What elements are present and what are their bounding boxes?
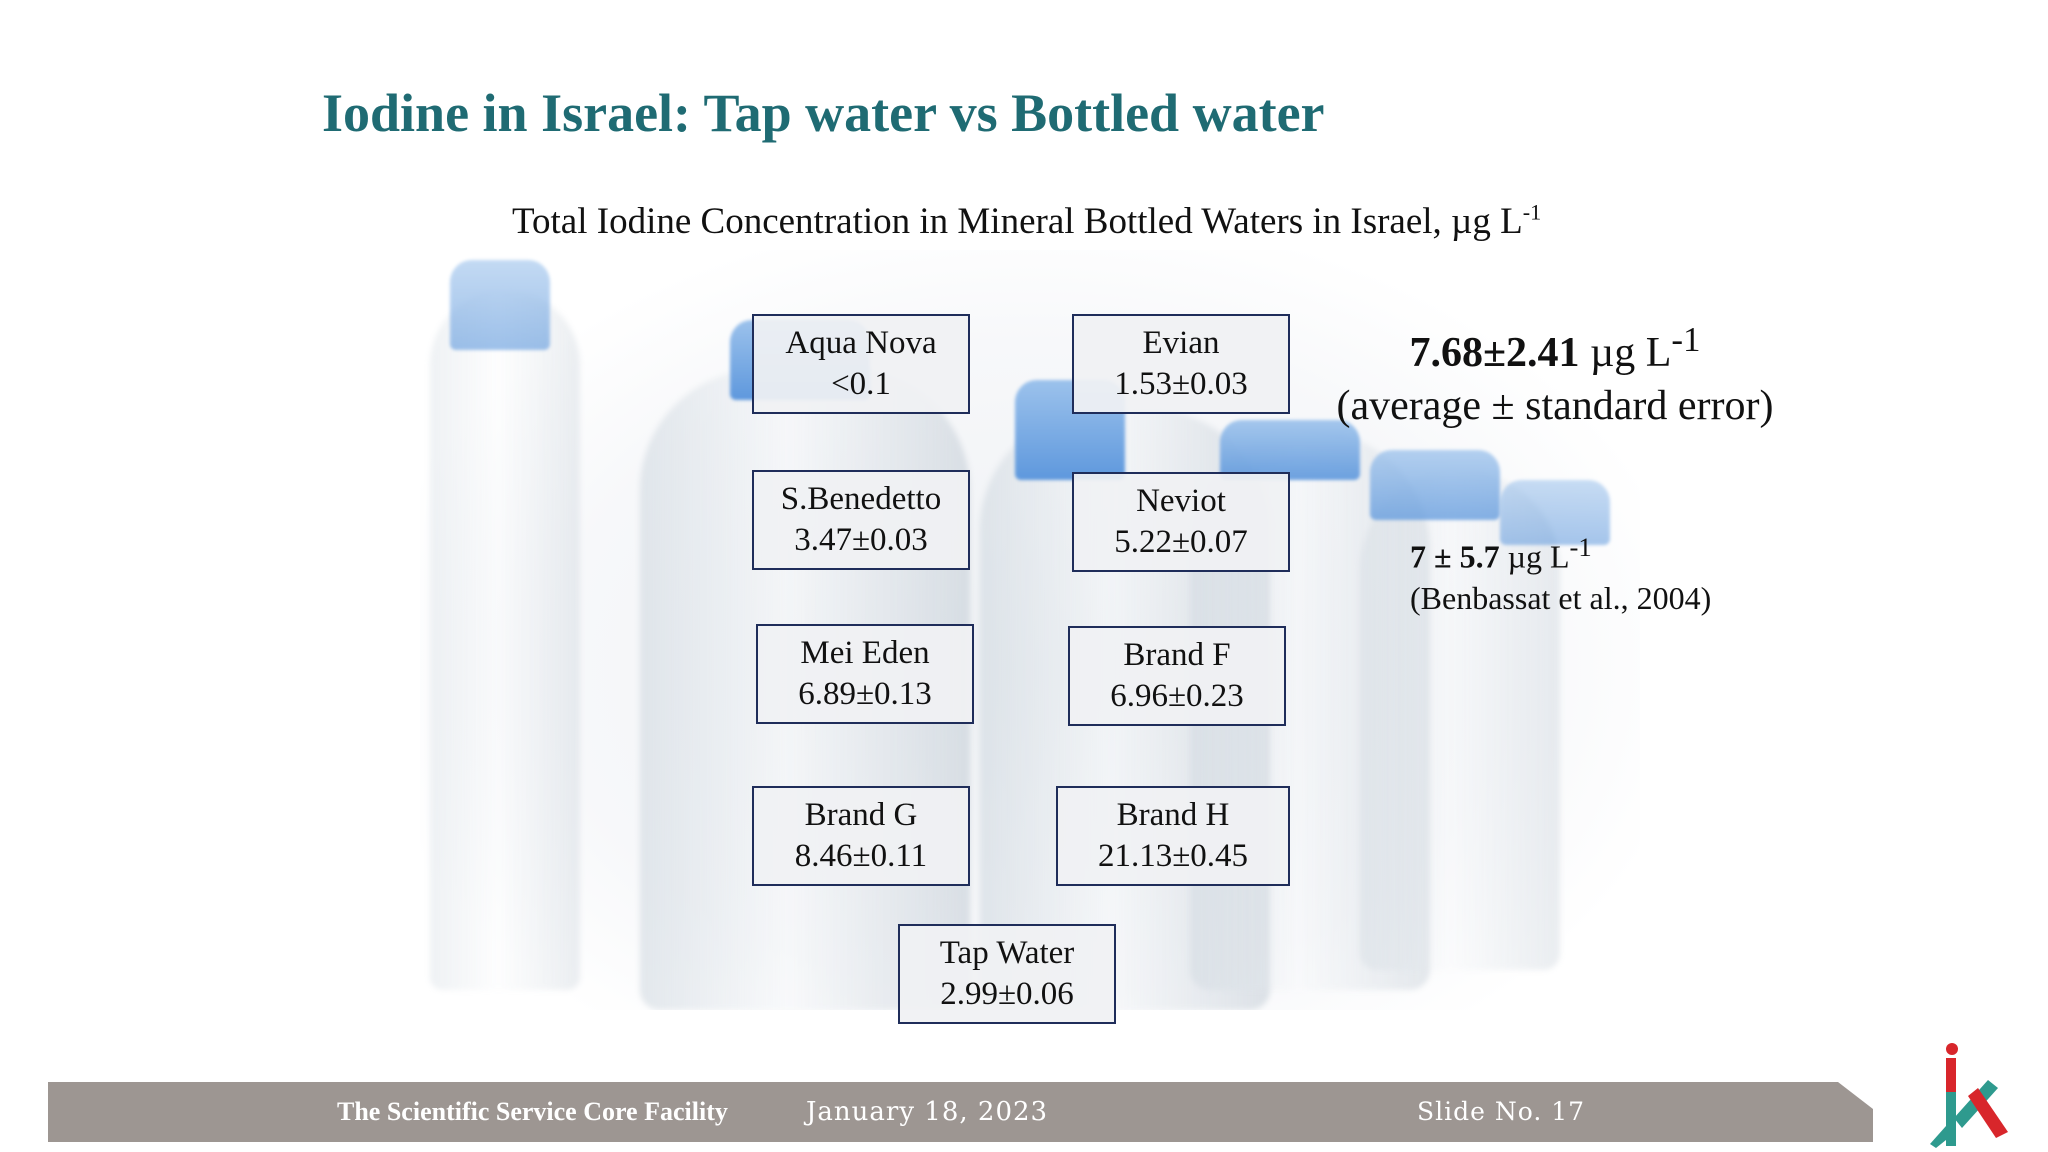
- bottle-cap-shape: [1500, 480, 1610, 545]
- sample-name: Mei Eden: [800, 635, 930, 672]
- average-unit: µg L: [1579, 330, 1672, 376]
- sample-value: 6.89±0.13: [798, 676, 932, 712]
- footer-slide-number: Slide No. 17: [1417, 1097, 1586, 1126]
- sample-box-tap-water: Tap Water 2.99±0.06: [898, 924, 1116, 1024]
- bottle-cap-shape: [1370, 450, 1500, 520]
- average-value-line: 7.68±2.41 µg L-1: [1330, 318, 1780, 380]
- footer-bar: [48, 1082, 1873, 1142]
- bottle-shape: [430, 290, 580, 990]
- sample-box-brand-h: Brand H 21.13±0.45: [1056, 786, 1290, 886]
- average-statistic: 7.68±2.41 µg L-1 (average ± standard err…: [1330, 318, 1780, 433]
- sample-box-brand-f: Brand F 6.96±0.23: [1068, 626, 1286, 726]
- sample-name: Brand F: [1123, 637, 1231, 674]
- sample-name: Brand H: [1116, 797, 1230, 834]
- bottle-shape: [1360, 470, 1560, 970]
- reference-unit: µg L: [1499, 538, 1570, 575]
- sample-box-evian: Evian 1.53±0.03: [1072, 314, 1290, 414]
- sample-value: <0.1: [831, 366, 891, 402]
- sample-value: 8.46±0.11: [794, 838, 928, 874]
- institute-logo-icon: [1930, 1043, 2008, 1148]
- average-caption: (average ± standard error): [1336, 382, 1774, 429]
- table-caption: Total Iodine Concentration in Mineral Bo…: [512, 200, 1541, 243]
- footer-date: January 18, 2023: [806, 1097, 1049, 1127]
- average-unit-exponent: -1: [1671, 320, 1701, 359]
- bottle-cap-shape: [1220, 420, 1360, 480]
- sample-box-s-benedetto: S.Benedetto 3.47±0.03: [752, 470, 970, 570]
- table-caption-text: Total Iodine Concentration in Mineral Bo…: [512, 201, 1523, 242]
- sample-value: 3.47±0.03: [794, 522, 928, 558]
- sample-value: 21.13±0.45: [1097, 838, 1249, 874]
- sample-name: Brand G: [804, 797, 918, 834]
- table-caption-unit-exponent: -1: [1522, 199, 1542, 225]
- sample-value: 1.53±0.03: [1114, 366, 1248, 402]
- reference-unit-exponent: -1: [1569, 532, 1592, 562]
- sample-name: Aqua Nova: [785, 325, 937, 362]
- sample-value: 6.96±0.23: [1110, 678, 1244, 714]
- slide-title: Iodine in Israel: Tap water vs Bottled w…: [322, 83, 1325, 143]
- sample-name: Evian: [1142, 325, 1220, 362]
- footer-organization: The Scientific Service Core Facility: [337, 1097, 728, 1126]
- sample-box-brand-g: Brand G 8.46±0.11: [752, 786, 970, 886]
- sample-name: Neviot: [1136, 483, 1226, 520]
- sample-name: Tap Water: [939, 935, 1075, 972]
- sample-value: 2.99±0.06: [940, 976, 1074, 1012]
- reference-citation: (Benbassat et al., 2004): [1410, 580, 1712, 617]
- average-value: 7.68±2.41: [1409, 330, 1580, 376]
- sample-box-neviot: Neviot 5.22±0.07: [1072, 472, 1290, 572]
- sample-value: 5.22±0.07: [1114, 524, 1248, 560]
- bottle-cap-shape: [450, 260, 550, 350]
- reference-value-line: 7 ± 5.7 µg L-1: [1410, 530, 1711, 578]
- reference-value: 7 ± 5.7: [1410, 538, 1500, 575]
- reference-statistic: 7 ± 5.7 µg L-1 (Benbassat et al., 2004): [1410, 530, 1711, 620]
- sample-name: S.Benedetto: [780, 481, 942, 518]
- sample-box-mei-eden: Mei Eden 6.89±0.13: [756, 624, 974, 724]
- sample-box-aqua-nova: Aqua Nova <0.1: [752, 314, 970, 414]
